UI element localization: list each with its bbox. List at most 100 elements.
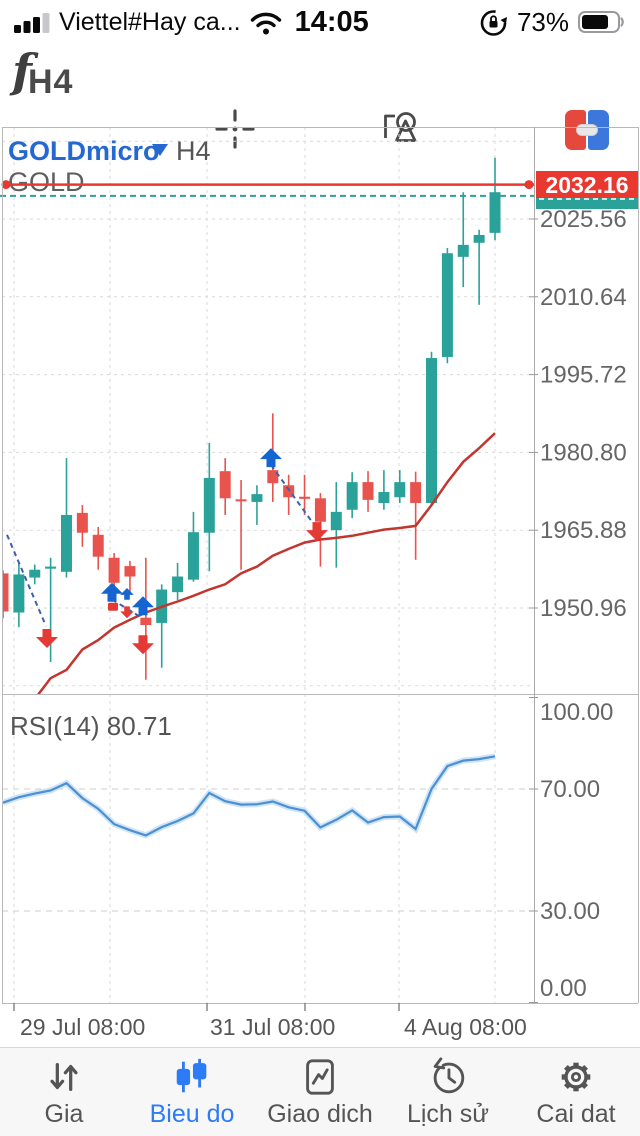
candle (441, 253, 453, 357)
battery-percent-label: 73% (516, 6, 569, 37)
candle (187, 532, 199, 580)
symbol-selector[interactable]: GOLDmicro (8, 136, 160, 166)
candle (426, 358, 438, 503)
chart-frame (2, 127, 639, 1004)
down-signal-arrow-icon (306, 522, 328, 542)
price-axis-label: 1980.80 (540, 439, 627, 466)
objects-icon[interactable] (378, 107, 422, 151)
quick-trade-button[interactable] (565, 110, 609, 150)
gridlines (2, 127, 534, 1003)
nav-item-gia[interactable]: Gia (0, 1048, 128, 1136)
time-axis-label: 4 Aug 08:00 (404, 1014, 527, 1040)
trade-chart-icon (306, 1059, 334, 1095)
candle (203, 477, 215, 533)
nav-label: Cai dat (536, 1100, 616, 1128)
chart-title: GOLDmicro H4 GOLD (8, 136, 211, 197)
candle (346, 482, 358, 510)
down-signal-arrow-icon (36, 629, 58, 648)
sell-half-icon (565, 110, 586, 150)
chart-toolbar: H4 f (0, 44, 640, 150)
up-signal-arrow-icon (260, 448, 282, 468)
timeframe-button[interactable]: H4 (28, 63, 74, 101)
settings-gear-icon (561, 1062, 591, 1092)
candle (92, 534, 104, 557)
candle (172, 576, 184, 593)
candle (410, 482, 422, 503)
candle (108, 557, 120, 583)
nav-item-cai-dat[interactable]: Cai dat (512, 1048, 640, 1136)
candle (140, 617, 152, 626)
rsi-axis-label: 0.00 (540, 975, 587, 1002)
chart-area[interactable]: GOLDmicro H4 GOLD 2032.16 2025.56 2010.64 1995… (0, 127, 640, 1040)
bottom-nav-bar: Gia Bieu do Giao dich (0, 1047, 640, 1136)
candle (457, 244, 469, 257)
nav-label: Bieu do (149, 1100, 235, 1128)
down-signal-arrow-icon (120, 606, 134, 619)
candle (60, 514, 72, 572)
rsi-axis-label: 70.00 (540, 776, 600, 803)
rotation-lock-icon (480, 9, 507, 36)
status-bar: Viettel#Hay ca... 14:05 73% (0, 0, 640, 44)
time-axis-label: 31 Jul 08:00 (210, 1014, 335, 1040)
history-clock-icon (428, 1056, 465, 1094)
candle (29, 569, 41, 578)
signals-layer (6, 448, 328, 655)
symbol-dropdown-icon[interactable] (152, 144, 168, 156)
candle (13, 574, 25, 613)
up-signal-arrow-icon (120, 588, 134, 600)
price-axis-label: 1995.72 (540, 362, 627, 389)
x-axis-labels: 29 Jul 08:00 31 Jul 08:00 4 Aug 08:00 (13, 1003, 527, 1040)
up-signal-arrow-icon (132, 596, 154, 616)
carrier-label: Viettel#Hay ca... (59, 7, 241, 36)
nav-label: Giao dich (267, 1100, 373, 1128)
candle (2, 573, 9, 612)
price-axis-label: 2025.56 (540, 206, 627, 233)
candle (124, 566, 136, 577)
nav-label: Gia (44, 1100, 84, 1128)
alert-price-badge (536, 171, 638, 198)
price-arrows-icon (50, 1062, 78, 1092)
candle (235, 499, 247, 502)
clock-label: 14:05 (294, 5, 369, 38)
ma-line (37, 432, 496, 694)
time-axis-label: 29 Jul 08:00 (20, 1014, 145, 1040)
candle (378, 492, 390, 503)
rsi-axis-label: 100.00 (540, 699, 613, 726)
price-axis-label: 1965.88 (540, 517, 627, 544)
nav-item-lich-su[interactable]: Lịch sử (384, 1048, 512, 1136)
nav-item-bieu-do[interactable]: Bieu do (128, 1048, 256, 1136)
buy-half-icon (588, 110, 609, 150)
candle (394, 482, 406, 498)
candle (219, 471, 231, 499)
rsi-axis-label: 30.00 (540, 898, 600, 925)
rsi-indicator-label: RSI(14) 80.71 (10, 711, 172, 741)
y-axis-labels: 2025.56 2010.64 1995.72 1980.80 1965.88 1950.… (529, 206, 627, 622)
alert-line-label: GOLD (8, 167, 85, 197)
indicators-icon[interactable]: f (12, 44, 32, 98)
candle (45, 566, 57, 569)
price-axis-label: 2010.64 (540, 284, 627, 311)
rsi-line (2, 755, 496, 837)
chart-candles-icon (176, 1058, 207, 1093)
alert-price-badge-label: 2032.16 (545, 172, 628, 198)
signal-box-icon (108, 602, 118, 611)
battery-icon (578, 11, 624, 33)
up-signal-arrow-icon (101, 582, 123, 602)
price-chart-canvas[interactable]: GOLDmicro H4 GOLD 2032.16 2025.56 2010.64 1995… (0, 127, 640, 1040)
candle (362, 482, 374, 500)
candle (283, 485, 295, 498)
candle (299, 496, 311, 499)
nav-label: Lịch sử (406, 1100, 490, 1128)
candle (489, 192, 501, 233)
candles-layer (2, 157, 501, 680)
candle (267, 470, 279, 484)
rsi-line-halo (2, 753, 496, 839)
rsi-axis-labels: 100.00 70.00 30.00 0.00 (529, 697, 613, 1003)
candle (330, 511, 342, 531)
alert-line[interactable] (1, 180, 535, 190)
candle (314, 498, 326, 522)
down-signal-arrow-icon (132, 635, 154, 655)
nav-item-giao-dich[interactable]: Giao dich (256, 1048, 384, 1136)
price-axis-label: 1950.96 (540, 595, 627, 622)
